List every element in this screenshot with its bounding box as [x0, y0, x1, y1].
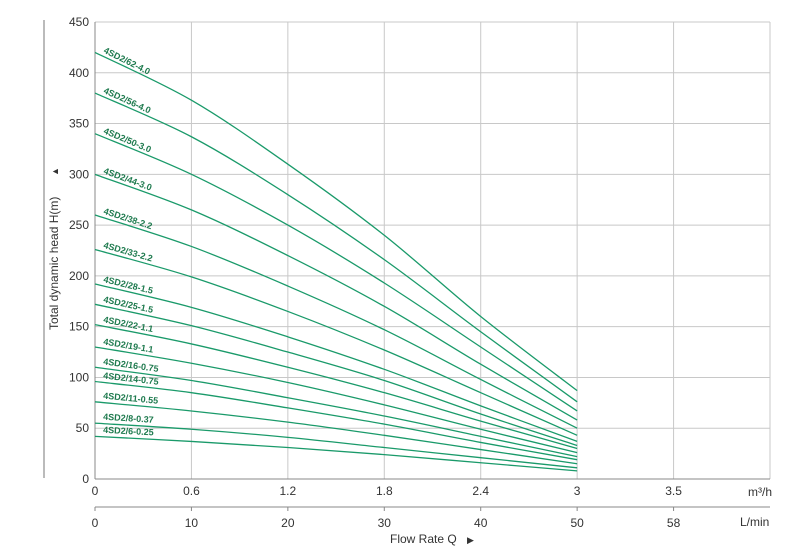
- y-axis-title: Total dynamic head H(m): [47, 197, 61, 330]
- series-line: [94, 173, 578, 421]
- series-line: [94, 133, 578, 412]
- series-line: [94, 366, 578, 458]
- x-axis-title-arrow: ▶: [467, 535, 474, 545]
- series-line: [94, 303, 578, 447]
- x-axis-title: Flow Rate Q: [390, 532, 457, 546]
- y-tick-label: 0: [82, 472, 89, 486]
- secondary-x-tick-label: 30: [378, 516, 392, 530]
- y-tick-label: 50: [76, 421, 90, 435]
- y-tick-label: 400: [69, 66, 89, 80]
- series-line: [94, 380, 578, 461]
- series-label: 4SD2/38-2.2: [102, 206, 153, 231]
- secondary-x-tick-label: 0: [92, 516, 99, 530]
- series-label: 4SD2/62-4.0: [102, 45, 152, 76]
- x-tick-label: 1.2: [280, 484, 297, 498]
- secondary-x-tick-label: 40: [474, 516, 488, 530]
- y-tick-label: 150: [69, 320, 89, 334]
- axes: [43, 20, 770, 508]
- series-line: [94, 435, 578, 472]
- y-axis-title-arrow: ▲: [50, 167, 60, 176]
- series-line: [94, 324, 578, 450]
- y-tick-label: 250: [69, 218, 89, 232]
- y-tick-label: 350: [69, 117, 89, 131]
- secondary-x-tick-label: 58: [667, 516, 681, 530]
- series-line: [94, 214, 578, 429]
- y-tick-label: 450: [69, 15, 89, 29]
- x-tick-labels-secondary: 0 10 20 30 40 50 58: [92, 507, 681, 530]
- x-tick-label: 0: [92, 484, 99, 498]
- grid: [95, 21, 771, 479]
- x-tick-label: 2.4: [472, 484, 489, 498]
- series-label: 4SD2/6-0.25: [103, 425, 154, 438]
- series-line: [94, 51, 578, 392]
- y-tick-label: 100: [69, 370, 89, 384]
- x-tick-labels-primary: 0 0.6 1.2 1.8 2.4 3 3.5: [92, 484, 683, 498]
- x-tick-label: 1.8: [376, 484, 393, 498]
- x-tick-label: 0.6: [183, 484, 200, 498]
- series-labels: 4SD2/62-4.04SD2/56-4.04SD2/50-3.04SD2/44…: [102, 45, 159, 437]
- series-line: [94, 401, 578, 465]
- series-label: 4SD2/8-0.37: [103, 412, 154, 425]
- y-axis-title-group: Total dynamic head H(m) ▲: [47, 167, 61, 330]
- series-label: 4SD2/14-0.75: [103, 370, 159, 386]
- series-label: 4SD2/28-1.5: [103, 274, 154, 296]
- y-tick-label: 200: [69, 269, 89, 283]
- series-line: [94, 248, 578, 436]
- x-tick-label: 3: [574, 484, 581, 498]
- x-primary-unit: m³/h: [748, 485, 772, 499]
- y-tick-label: 300: [69, 167, 89, 181]
- series-line: [94, 283, 578, 443]
- series-lines: [94, 51, 578, 472]
- secondary-x-tick-label: 20: [281, 516, 295, 530]
- series-line: [94, 92, 578, 403]
- series-label: 4SD2/33-2.2: [102, 240, 153, 263]
- x-secondary-unit: L/min: [740, 515, 769, 529]
- secondary-x-tick-label: 50: [570, 516, 584, 530]
- series-label: 4SD2/56-4.0: [102, 85, 152, 115]
- secondary-x-tick-label: 10: [185, 516, 199, 530]
- series-line: [94, 422, 578, 469]
- x-tick-label: 3.5: [665, 484, 682, 498]
- series-line: [94, 346, 578, 454]
- y-tick-labels: 0 50 100 150 200 250 300 350 400 450: [69, 15, 89, 486]
